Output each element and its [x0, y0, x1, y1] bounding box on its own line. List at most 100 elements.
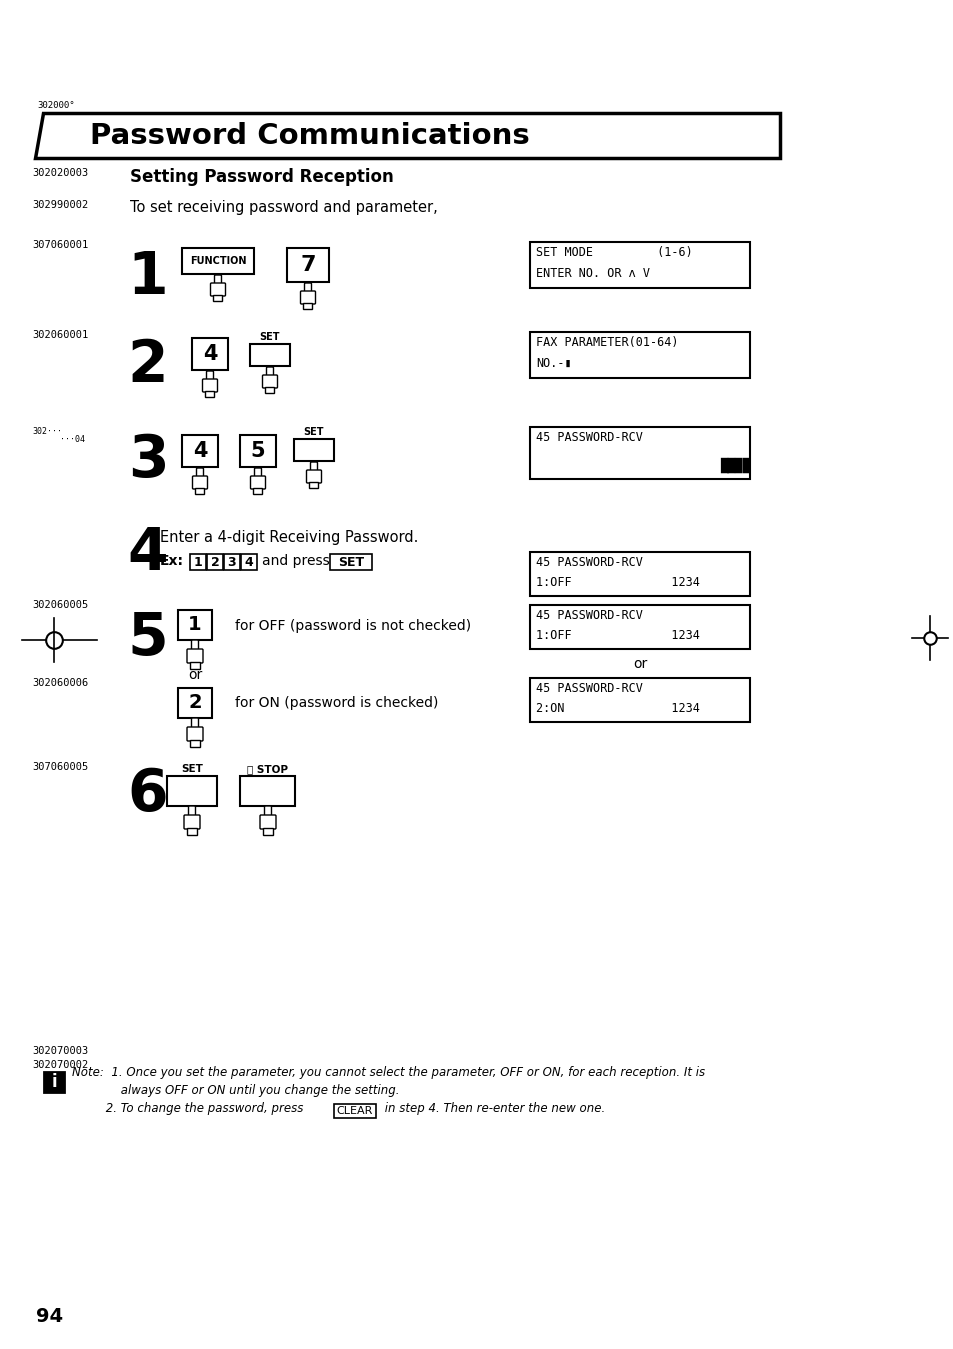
FancyBboxPatch shape	[187, 727, 203, 741]
FancyBboxPatch shape	[211, 283, 225, 295]
FancyBboxPatch shape	[190, 662, 200, 669]
FancyBboxPatch shape	[251, 476, 265, 488]
FancyBboxPatch shape	[202, 379, 217, 393]
Text: 302000°: 302000°	[37, 101, 74, 111]
FancyBboxPatch shape	[240, 434, 275, 467]
Text: SET: SET	[181, 764, 203, 774]
FancyBboxPatch shape	[187, 649, 203, 662]
FancyBboxPatch shape	[240, 776, 295, 805]
Text: 45 PASSWORD-RCV: 45 PASSWORD-RCV	[536, 556, 642, 569]
FancyBboxPatch shape	[206, 371, 213, 380]
Text: i: i	[51, 1072, 57, 1091]
FancyBboxPatch shape	[205, 391, 214, 397]
Text: in step 4. Then re-enter the new one.: in step 4. Then re-enter the new one.	[380, 1102, 604, 1116]
Text: 4: 4	[128, 526, 168, 583]
Text: FAX PARAMETER(01-64): FAX PARAMETER(01-64)	[536, 336, 678, 349]
Text: CLEAR: CLEAR	[336, 1106, 373, 1116]
Text: or: or	[632, 657, 646, 670]
FancyBboxPatch shape	[213, 295, 222, 301]
FancyBboxPatch shape	[192, 339, 228, 370]
Text: 3: 3	[128, 432, 168, 488]
Text: 302070002: 302070002	[32, 1060, 89, 1070]
FancyBboxPatch shape	[287, 248, 329, 282]
FancyBboxPatch shape	[260, 815, 275, 830]
Text: 45 PASSWORD-RCV: 45 PASSWORD-RCV	[536, 430, 642, 444]
Text: SET: SET	[303, 428, 324, 437]
Text: or: or	[188, 668, 202, 683]
FancyBboxPatch shape	[187, 828, 196, 835]
FancyBboxPatch shape	[530, 552, 749, 596]
Text: 4: 4	[244, 556, 253, 568]
Text: ████: ████	[720, 457, 749, 473]
Text: 1: 1	[193, 556, 202, 568]
FancyBboxPatch shape	[253, 488, 262, 494]
FancyBboxPatch shape	[309, 482, 318, 488]
FancyBboxPatch shape	[530, 332, 749, 378]
FancyBboxPatch shape	[167, 776, 216, 805]
FancyBboxPatch shape	[300, 291, 315, 304]
FancyBboxPatch shape	[530, 679, 749, 722]
Text: 6: 6	[128, 765, 168, 823]
FancyBboxPatch shape	[182, 248, 253, 274]
FancyBboxPatch shape	[207, 554, 223, 571]
FancyBboxPatch shape	[530, 604, 749, 649]
FancyBboxPatch shape	[264, 805, 272, 817]
FancyBboxPatch shape	[214, 275, 221, 285]
FancyBboxPatch shape	[294, 438, 334, 461]
Text: Password Communications: Password Communications	[90, 121, 529, 150]
Text: 1:OFF              1234: 1:OFF 1234	[536, 629, 700, 642]
Text: for OFF (password is not checked): for OFF (password is not checked)	[234, 619, 471, 633]
FancyBboxPatch shape	[254, 468, 261, 478]
Text: 3: 3	[228, 556, 236, 568]
Text: 307060001: 307060001	[32, 240, 89, 250]
Text: 5: 5	[128, 610, 168, 666]
Text: 2: 2	[128, 336, 168, 394]
Text: 302···: 302···	[32, 428, 62, 436]
Text: for ON (password is checked): for ON (password is checked)	[234, 696, 438, 710]
Text: SET: SET	[259, 332, 280, 343]
Text: 307060005: 307060005	[32, 762, 89, 772]
FancyBboxPatch shape	[330, 554, 372, 571]
FancyBboxPatch shape	[224, 554, 240, 571]
Text: NO.-▮: NO.-▮	[536, 357, 571, 370]
FancyBboxPatch shape	[192, 718, 198, 728]
Text: Ex:: Ex:	[160, 554, 184, 568]
Text: SET MODE         (1-6): SET MODE (1-6)	[536, 246, 692, 259]
Text: 4: 4	[193, 441, 207, 461]
FancyBboxPatch shape	[250, 344, 290, 366]
Text: 2. To change the password, press: 2. To change the password, press	[71, 1102, 303, 1116]
FancyBboxPatch shape	[262, 375, 277, 389]
FancyBboxPatch shape	[265, 387, 274, 393]
Text: ···04: ···04	[60, 434, 85, 444]
FancyBboxPatch shape	[44, 1072, 64, 1091]
FancyBboxPatch shape	[263, 828, 273, 835]
Polygon shape	[35, 113, 780, 158]
Text: Enter a 4-digit Receiving Password.: Enter a 4-digit Receiving Password.	[160, 530, 418, 545]
FancyBboxPatch shape	[266, 367, 274, 376]
Text: FUNCTION: FUNCTION	[190, 256, 246, 266]
FancyBboxPatch shape	[530, 428, 749, 479]
Text: and press: and press	[262, 554, 330, 568]
FancyBboxPatch shape	[190, 554, 206, 571]
Text: To set receiving password and parameter,: To set receiving password and parameter,	[130, 200, 437, 214]
Text: 302060005: 302060005	[32, 600, 89, 610]
Text: Ⓢ STOP: Ⓢ STOP	[247, 764, 288, 774]
Text: 1: 1	[188, 615, 202, 634]
Text: 302020003: 302020003	[32, 169, 89, 178]
FancyBboxPatch shape	[192, 639, 198, 652]
FancyBboxPatch shape	[189, 805, 195, 817]
Text: always OFF or ON until you change the setting.: always OFF or ON until you change the se…	[71, 1085, 399, 1097]
Text: Note:  1. Once you set the parameter, you cannot select the parameter, OFF or ON: Note: 1. Once you set the parameter, you…	[71, 1066, 704, 1079]
FancyBboxPatch shape	[184, 815, 200, 830]
Text: 2: 2	[211, 556, 219, 568]
FancyBboxPatch shape	[310, 461, 317, 472]
FancyBboxPatch shape	[196, 468, 203, 478]
Text: 7: 7	[300, 255, 315, 275]
FancyBboxPatch shape	[304, 283, 312, 293]
Text: SET: SET	[337, 556, 364, 568]
Text: 45 PASSWORD-RCV: 45 PASSWORD-RCV	[536, 608, 642, 622]
FancyBboxPatch shape	[190, 741, 200, 747]
Text: 1: 1	[128, 250, 168, 306]
Text: 302060001: 302060001	[32, 331, 89, 340]
Text: 4: 4	[203, 344, 217, 364]
